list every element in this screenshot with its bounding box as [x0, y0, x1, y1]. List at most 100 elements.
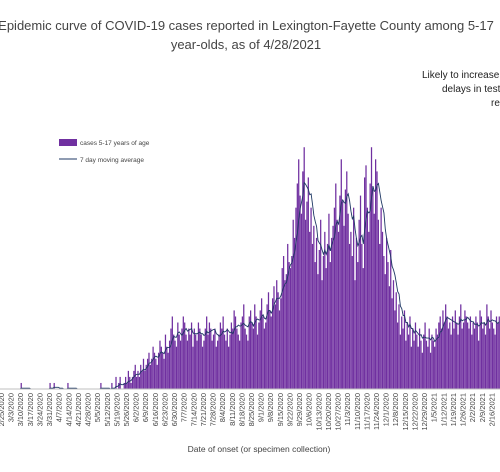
- bar: [416, 334, 418, 389]
- bar: [142, 358, 145, 389]
- bar: [307, 177, 309, 389]
- x-tick-label: 6/23/2020: [161, 393, 170, 426]
- bar: [243, 304, 245, 389]
- bar: [343, 225, 345, 389]
- bar: [300, 213, 303, 389]
- bar: [251, 322, 253, 389]
- bar: [311, 243, 314, 389]
- bar: [401, 316, 403, 389]
- bar: [380, 207, 382, 389]
- bar: [293, 237, 296, 389]
- bar: [240, 322, 242, 389]
- bar: [138, 376, 140, 389]
- bar: [487, 316, 489, 389]
- bar: [258, 322, 260, 389]
- bar: [155, 358, 157, 389]
- bar: [181, 328, 183, 389]
- x-tick-label: 4/21/2020: [74, 393, 83, 426]
- bar: [179, 340, 182, 389]
- bar: [146, 358, 149, 389]
- bar: [151, 358, 153, 389]
- bar: [424, 322, 426, 389]
- x-tick-label: 12/1/2020: [382, 393, 391, 426]
- bar: [186, 340, 189, 389]
- bar: [490, 310, 492, 389]
- bar: [315, 237, 318, 389]
- bar: [184, 322, 186, 389]
- x-tick-label: 1/26/2021: [459, 393, 468, 426]
- bar: [292, 219, 294, 389]
- x-tick-label: 12/22/2020: [411, 393, 420, 431]
- x-tick-label: 1/19/2021: [449, 393, 458, 426]
- bar: [322, 256, 325, 389]
- bar: [362, 268, 364, 389]
- x-tick-label: 4/14/2020: [64, 393, 73, 426]
- bar: [346, 171, 348, 389]
- bar: [434, 346, 436, 389]
- bar: [480, 316, 483, 389]
- x-tick-label: 12/8/2020: [391, 393, 400, 426]
- bar: [377, 219, 380, 389]
- bar: [497, 322, 499, 389]
- bar: [414, 322, 417, 389]
- bar: [217, 340, 219, 389]
- bar: [339, 195, 341, 389]
- bar: [276, 280, 278, 389]
- bar: [159, 340, 161, 389]
- bar: [170, 328, 172, 389]
- bar: [252, 328, 255, 389]
- x-tick-label: 3/10/2020: [16, 393, 25, 426]
- x-tick-label: 11/24/2020: [372, 393, 381, 430]
- bar: [247, 340, 249, 389]
- bar: [475, 316, 477, 389]
- x-tick-label: 7/7/2020: [180, 393, 189, 422]
- bar: [483, 322, 485, 389]
- bar: [449, 322, 451, 389]
- bar: [144, 370, 146, 389]
- bar: [289, 268, 292, 389]
- bar: [355, 237, 358, 389]
- bar: [381, 231, 384, 389]
- bar: [304, 219, 307, 389]
- bar: [133, 370, 135, 389]
- bar: [299, 195, 301, 389]
- x-tick-label: 9/29/2020: [295, 393, 304, 426]
- x-tick-label: 3/31/2020: [45, 393, 54, 426]
- bar: [479, 310, 481, 389]
- bar: [196, 340, 198, 389]
- x-tick-label: 7/21/2020: [199, 393, 208, 426]
- bar: [486, 304, 488, 389]
- legend-bar-swatch: [59, 139, 77, 146]
- bar: [451, 316, 454, 389]
- x-tick-label: 6/9/2020: [141, 393, 150, 422]
- bar: [254, 304, 256, 389]
- bar: [298, 159, 300, 389]
- x-tick-label: 11/3/2020: [343, 393, 352, 426]
- bar: [491, 322, 494, 389]
- bar: [263, 328, 265, 389]
- bar: [495, 316, 498, 389]
- bar: [135, 376, 138, 389]
- bar: [167, 352, 169, 389]
- bar: [228, 346, 230, 389]
- bar: [229, 334, 231, 389]
- bar: [388, 286, 390, 389]
- bar: [357, 262, 359, 389]
- bar: [171, 316, 173, 389]
- bar: [348, 243, 351, 389]
- bar: [332, 225, 334, 389]
- bar: [406, 322, 408, 389]
- bar: [232, 328, 234, 389]
- bar: [482, 328, 484, 389]
- bar: [203, 340, 205, 389]
- bar: [125, 376, 127, 389]
- x-tick-labels: 2/25/2020 3/3/2020 3/10/2020 3/17/2020 3/24/…: [0, 393, 496, 431]
- bar: [320, 219, 322, 389]
- x-tick-label: 9/8/2020: [266, 393, 275, 422]
- bar: [328, 213, 330, 389]
- bar: [284, 280, 286, 389]
- bar: [456, 322, 458, 389]
- x-tick-label: 3/3/2020: [7, 393, 16, 422]
- bar: [313, 225, 315, 389]
